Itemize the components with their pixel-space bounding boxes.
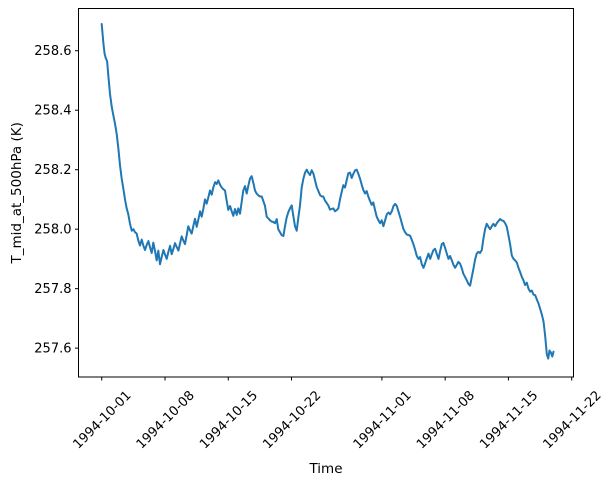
x-tick-label: 1994-10-08 [134,388,198,452]
y-tick-label: 257.8 [34,282,71,297]
y-tick-label: 258.4 [34,104,71,119]
x-tick-label: 1994-11-22 [540,388,604,452]
y-axis-label: T_mid_at_500hPa (K) [9,122,25,264]
temperature-line [100,23,555,360]
x-axis-ticks: 1994-10-01 1994-10-08 1994-10-15 1994-10-22… [71,377,605,452]
axes-spines [78,8,574,378]
x-tick-label: 1994-10-01 [71,388,135,452]
x-tick-label: 1994-11-01 [351,388,415,452]
y-tick-label: 258.0 [34,223,71,238]
y-axis-ticks: 257.6 257.8 258.0 258.2 258.4 258.6 [34,44,79,357]
x-tick-label: 1994-11-08 [414,388,478,452]
plot-area [78,8,574,377]
y-tick-label: 258.6 [34,44,71,59]
x-tick-label: 1994-11-15 [477,388,541,452]
y-tick-label: 257.6 [34,342,71,357]
y-tick-label: 258.2 [34,163,71,178]
x-tick-label: 1994-10-15 [197,388,261,452]
x-tick-label: 1994-10-22 [260,388,324,452]
x-axis-label: Time [308,461,342,477]
